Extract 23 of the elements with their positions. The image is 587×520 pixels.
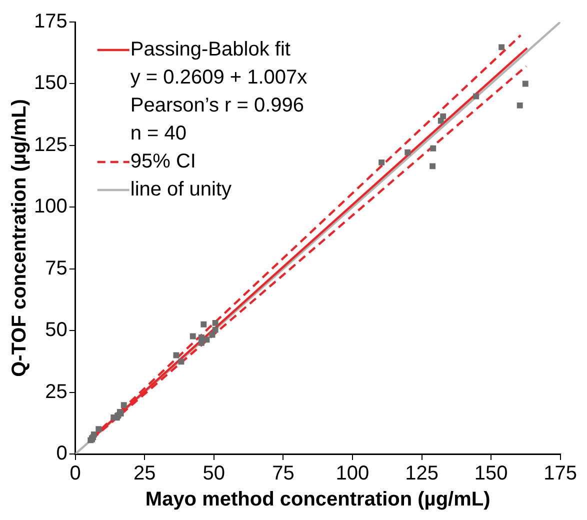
legend-label: 95% CI	[130, 150, 196, 173]
y-tick-label: 75	[45, 257, 68, 280]
y-tick-label: 150	[34, 72, 68, 94]
y-tick-label: 50	[45, 319, 68, 342]
x-tick-label: 75	[272, 462, 294, 485]
y-tick-label: 175	[34, 10, 68, 33]
x-tick-label: 125	[405, 462, 438, 485]
legend-label: Passing-Bablok fit	[130, 38, 291, 61]
annotation: Pearson’s r = 0.996	[130, 94, 304, 117]
x-tick-label: 25	[134, 462, 156, 485]
x-tick-label: 50	[202, 462, 226, 485]
annotation: y = 0.2609 + 1.007x	[130, 66, 308, 89]
x-tick-label: 150	[474, 462, 508, 485]
x-tick-label: 175	[544, 462, 578, 485]
y-tick-label: 125	[34, 134, 68, 156]
y-tick-label: 25	[45, 380, 68, 403]
x-axis-title: Mayo method concentration (µg/mL)	[145, 488, 490, 511]
y-axis-title: Q-TOF concentration (µg/mL)	[8, 99, 31, 377]
legend-label: line of unity	[130, 178, 232, 201]
x-tick-label: 100	[336, 462, 370, 485]
annotation: n = 40	[130, 122, 187, 145]
y-tick-label: 0	[56, 442, 68, 465]
y-tick-label: 100	[34, 196, 68, 218]
